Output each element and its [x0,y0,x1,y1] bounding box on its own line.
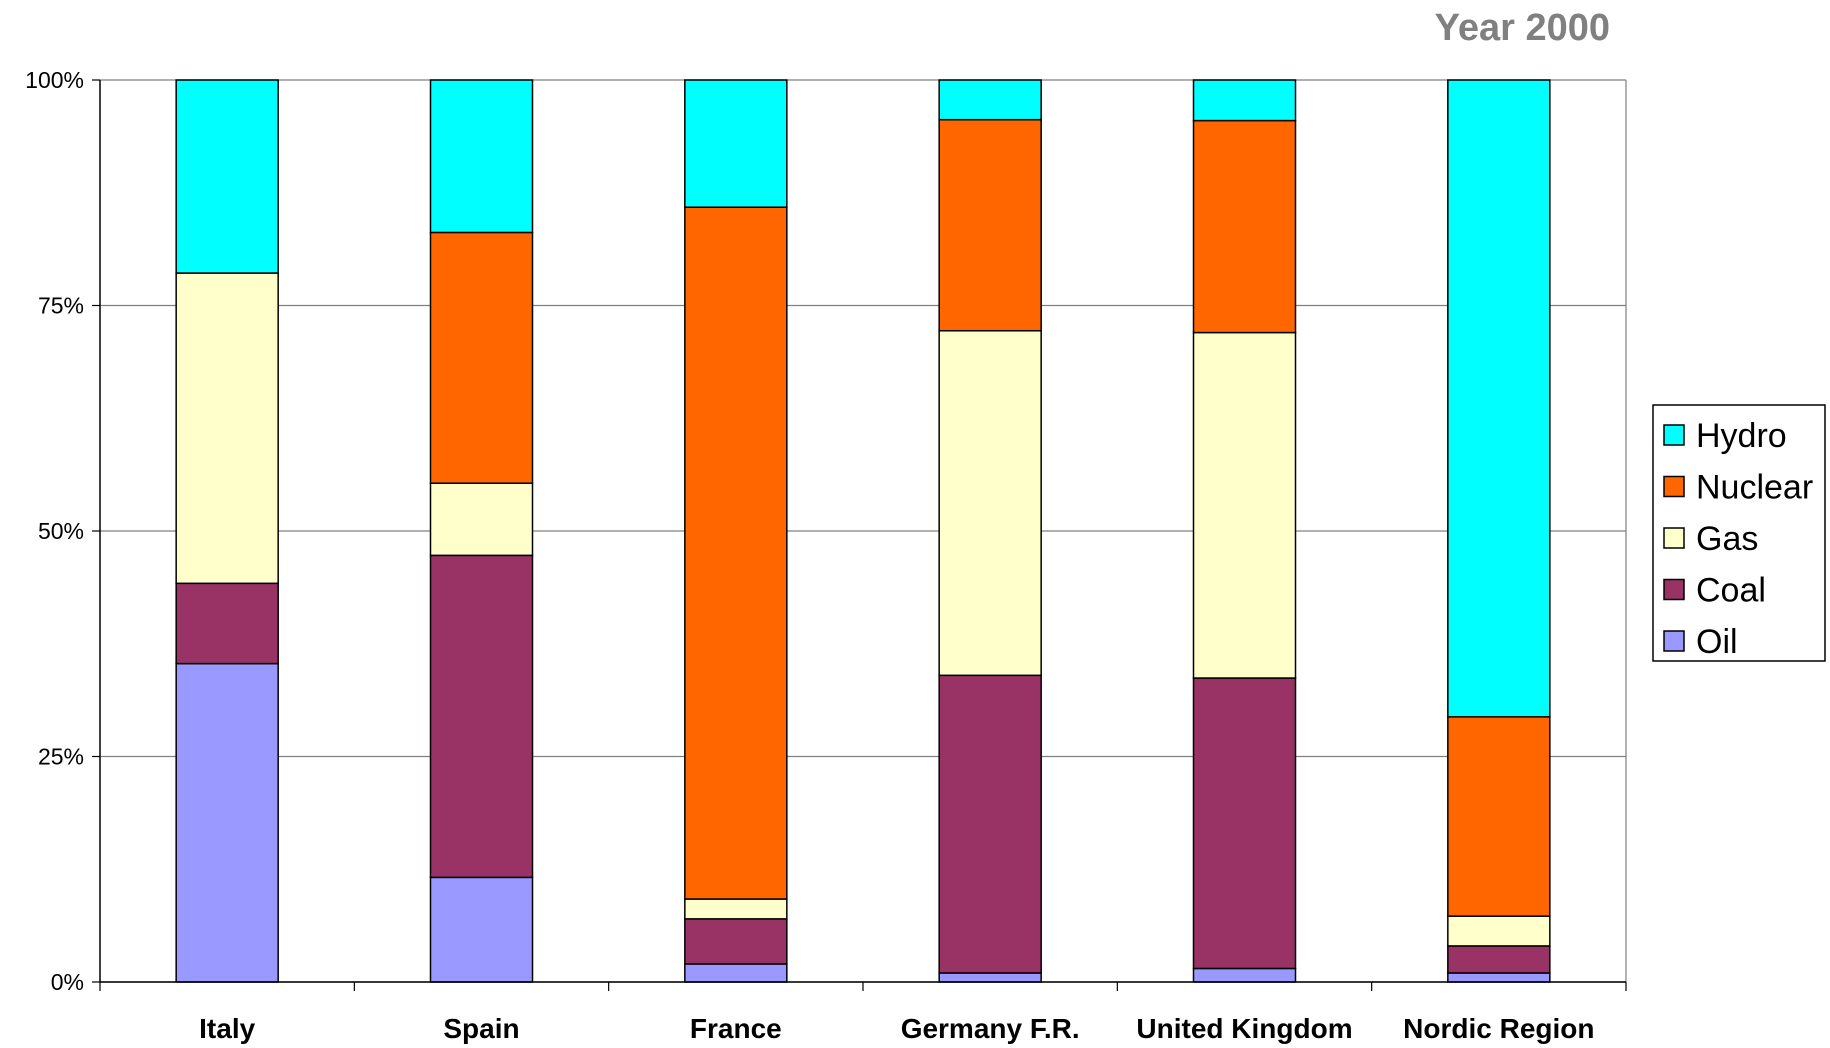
chart-title: Year 2000 [1435,7,1610,49]
bar-segment-coal [429,554,534,879]
bar-segment-hydro [1192,79,1297,122]
bar-segment-oil [684,963,788,983]
bar-segment-nuclear [938,118,1042,332]
bar-segment-gas [938,330,1042,677]
bar-segment-gas [175,272,279,585]
bar-segment-coal [1192,677,1297,970]
bar-segment-coal [1447,945,1551,974]
legend-swatch-coal [1663,578,1685,601]
bar-segment-oil [175,662,279,983]
bar-segment-nuclear [1447,716,1551,917]
y-tick-label: 50% [38,518,84,544]
x-tick-label: Nordic Region [1403,1013,1594,1044]
x-tick-label: United Kingdom [1136,1013,1352,1044]
axes [92,79,1627,991]
x-axis-labels: Italy Spain France Germany F.R. United Kingd… [199,1013,1594,1044]
bar-segment-gas [1447,915,1551,947]
legend-swatch-hydro [1663,424,1685,446]
bar-segment-gas [429,482,534,557]
gridlines [100,79,1627,983]
legend-label-nuclear: Nuclear [1696,469,1813,507]
bar-segment-nuclear [429,231,534,484]
legend-label-hydro: Hydro [1696,417,1787,455]
x-tick-label: France [690,1013,782,1044]
bar-segment-hydro [429,79,534,234]
bar-segment-gas [1192,331,1297,679]
y-tick-label: 100% [25,67,84,93]
x-tick-label: Germany F.R. [901,1013,1080,1044]
legend-label-coal: Coal [1696,572,1766,610]
bar-segment-coal [938,674,1042,974]
legend-label-oil: Oil [1696,623,1738,661]
bar-segment-nuclear [1192,119,1297,334]
legend-label-gas: Gas [1696,520,1758,558]
bar-segment-oil [938,972,1042,983]
y-tick-label: 25% [38,744,84,770]
legend-swatch-gas [1663,527,1685,549]
y-axis-labels: 0% 25% 50% 75% 100% [25,67,84,995]
bar-segment-coal [175,582,279,665]
bar-segment-oil [429,876,534,983]
x-tick-label: Italy [199,1013,255,1044]
legend-swatch-oil [1663,630,1685,652]
bar-segment-hydro [1447,79,1551,718]
bar-segment-coal [684,918,788,965]
bar-segment-hydro [175,79,279,274]
legend: Hydro Nuclear Gas Coal Oil [1652,404,1826,662]
bar-segment-hydro [938,79,1042,121]
y-tick-label: 0% [51,969,84,995]
x-tick-label: Spain [443,1013,519,1044]
bar-segment-gas [684,898,788,920]
bars [175,79,1551,983]
y-tick-label: 75% [38,293,84,319]
bar-segment-nuclear [684,206,788,900]
bar-segment-oil [1192,967,1297,983]
legend-swatch-nuclear [1663,475,1685,498]
bar-segment-hydro [684,79,788,208]
bar-segment-oil [1447,972,1551,983]
